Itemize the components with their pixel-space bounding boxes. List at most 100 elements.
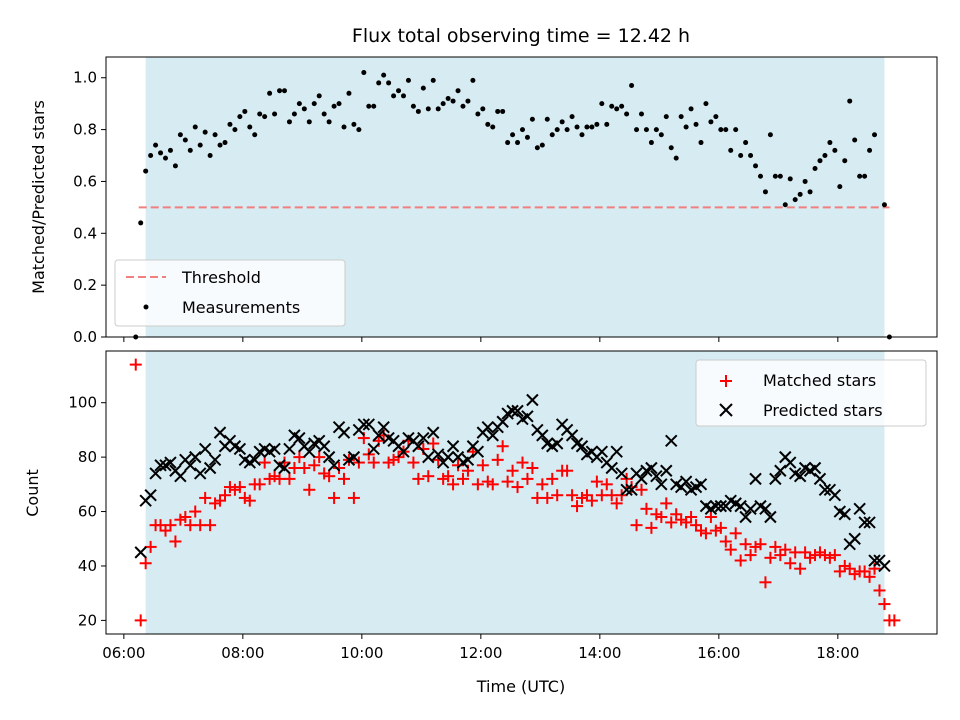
measurement-point [767,132,773,138]
y-tick-label: 0.6 [73,172,97,190]
predicted-stars-points [134,393,891,573]
matched-stars-point [328,491,341,504]
measurement-point [321,111,327,117]
predicted-stars-point [208,453,222,467]
measurement-point [837,184,843,190]
measurement-point [281,88,287,94]
matched-stars-point [447,478,460,491]
predicted-stars-point [521,410,534,423]
measurement-point [222,140,228,146]
measurement-point [817,158,823,164]
predicted-stars-point [610,445,623,458]
measurement-point [336,101,342,107]
x-tick-label: 18:00 [816,644,859,662]
matched-stars-point [764,551,777,564]
predicted-stars-point [650,469,663,483]
measurement-point [594,121,600,127]
matched-stars-point [600,478,613,491]
measurement-point [267,90,273,96]
matched-stars-point [298,462,311,475]
measurement-point [604,121,610,127]
matched-stars-point [828,549,841,562]
measurement-point [807,189,813,195]
matched-stars-point [665,516,678,529]
matched-stars-point [471,478,484,491]
measurement-point [291,111,297,117]
predicted-stars-point [144,489,157,502]
matched-stars-point [660,497,673,510]
predicted-stars-point [268,442,281,456]
predicted-stars-point [233,442,247,456]
predicted-stars-point [149,467,162,480]
measurement-point [445,95,451,101]
ratio-y-axis-label: Matched/Predicted stars [29,100,48,294]
measurement-point [718,127,724,133]
predicted-stars-point [694,478,708,491]
measurement-point [738,153,744,159]
measurement-point [584,124,590,130]
measurement-point [153,142,159,148]
matched-stars-point [258,456,271,469]
matched-stars-point [729,527,742,540]
matched-stars-point [323,470,336,483]
measurement-point [490,124,496,130]
y-axis-ticks: 0.0 0.2 0.4 0.6 0.8 1.0 [73,69,106,346]
predicted-stars-point [645,461,658,475]
measurement-point [138,220,144,226]
matched-stars-point [784,557,797,570]
predicted-stars-point [660,464,673,477]
matched-stars-point [144,540,157,553]
matched-stars-point [878,598,891,611]
matched-stars-point [308,459,321,472]
measurement-point [455,88,461,94]
matched-stars-point [610,497,623,510]
predicted-stars-point [431,448,445,461]
matched-stars-point [526,462,539,475]
predicted-stars-point [189,450,202,464]
matched-stars-point [134,614,147,627]
y-tick-label: 40 [78,557,97,575]
matched-stars-point [640,502,653,515]
measurement-point [748,153,754,159]
measurement-point [217,142,223,148]
measurement-point [465,98,471,104]
measurement-point [277,88,283,94]
measurement-point [524,134,530,140]
measurement-point [495,108,501,114]
matched-stars-point [442,470,455,483]
predicted-stars-point [357,418,371,431]
measurement-point [599,101,605,107]
predicted-stars-point [744,502,757,516]
predicted-stars-point [784,456,797,469]
measurement-point [500,108,506,114]
predicted-stars-legend-label: Predicted stars [763,401,883,420]
measurement-point [678,114,684,120]
predicted-stars-point [769,472,782,486]
x-axis-label: Time (UTC) [476,677,565,696]
matched-stars-point [888,614,901,627]
matched-stars-point [585,494,598,507]
measurement-point [371,103,377,109]
predicted-stars-point [575,440,589,453]
predicted-stars-point [422,450,435,464]
matched-stars-point [769,540,782,553]
measurement-point [797,191,803,197]
predicted-stars-point [550,437,564,450]
measurement-point [614,106,620,112]
matched-stars-point [337,472,350,485]
measurement-point [693,121,699,127]
y-tick-label: 80 [78,448,97,466]
measurement-point [624,111,630,117]
matched-stars-point [412,472,425,485]
measurement-point [683,124,689,130]
predicted-stars-point [813,472,827,486]
predicted-stars-point [709,499,723,513]
matched-stars-point [278,456,291,469]
matched-stars-point [218,489,231,502]
measurement-point [430,77,436,83]
measurement-point [549,132,555,138]
predicted-stars-point [749,472,762,486]
predicted-stars-point [293,431,306,445]
predicted-stars-point [679,475,693,488]
measurement-point [539,142,545,148]
